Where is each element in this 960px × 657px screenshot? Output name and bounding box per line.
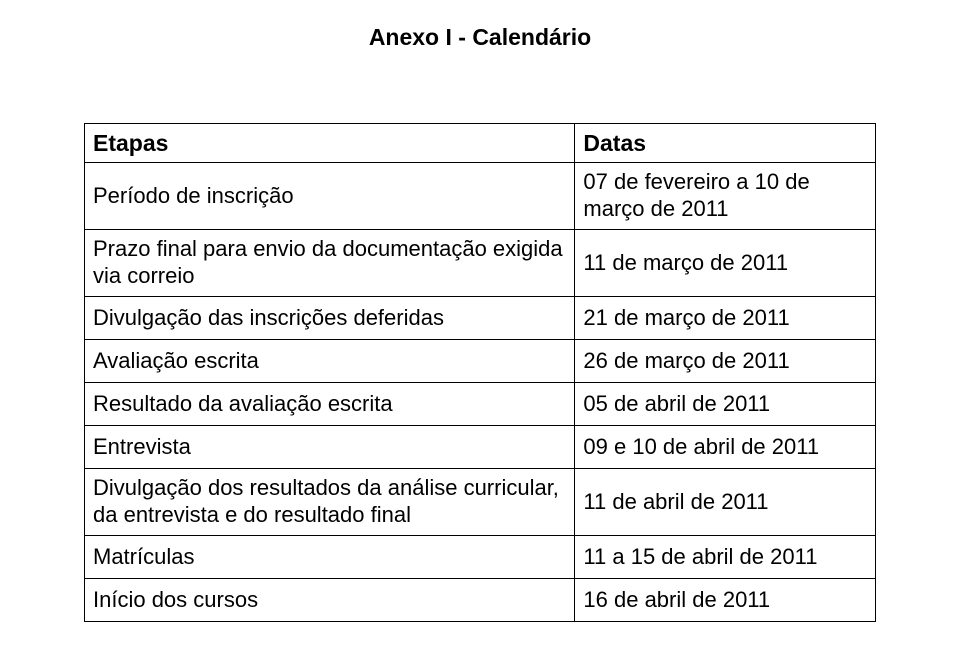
cell-right: 11 de março de 2011 xyxy=(575,230,876,297)
header-datas: Datas xyxy=(575,124,876,163)
table-header-row: Etapas Datas xyxy=(85,124,876,163)
cell-left: Prazo final para envio da documentação e… xyxy=(85,230,575,297)
cell-left: Divulgação dos resultados da análise cur… xyxy=(85,469,575,536)
table-row: Início dos cursos 16 de abril de 2011 xyxy=(85,579,876,622)
table-row: Resultado da avaliação escrita 05 de abr… xyxy=(85,383,876,426)
table-row: Prazo final para envio da documentação e… xyxy=(85,230,876,297)
table-row: Entrevista 09 e 10 de abril de 2011 xyxy=(85,426,876,469)
cell-right: 11 de abril de 2011 xyxy=(575,469,876,536)
cell-left: Início dos cursos xyxy=(85,579,575,622)
cell-left: Matrículas xyxy=(85,536,575,579)
table-row: Matrículas 11 a 15 de abril de 2011 xyxy=(85,536,876,579)
table-row: Avaliação escrita 26 de março de 2011 xyxy=(85,340,876,383)
cell-right: 07 de fevereiro a 10 de março de 2011 xyxy=(575,163,876,230)
cell-left: Entrevista xyxy=(85,426,575,469)
cell-left: Período de inscrição xyxy=(85,163,575,230)
document-page: { "title": "Anexo I - Calendário", "tabl… xyxy=(0,0,960,657)
cell-right: 21 de março de 2011 xyxy=(575,297,876,340)
cell-left: Avaliação escrita xyxy=(85,340,575,383)
table-row: Período de inscrição 07 de fevereiro a 1… xyxy=(85,163,876,230)
cell-left: Resultado da avaliação escrita xyxy=(85,383,575,426)
calendar-table: Etapas Datas Período de inscrição 07 de … xyxy=(84,123,876,622)
cell-right: 26 de março de 2011 xyxy=(575,340,876,383)
cell-right: 05 de abril de 2011 xyxy=(575,383,876,426)
cell-left: Divulgação das inscrições deferidas xyxy=(85,297,575,340)
table-row: Divulgação das inscrições deferidas 21 d… xyxy=(85,297,876,340)
cell-right: 11 a 15 de abril de 2011 xyxy=(575,536,876,579)
table-row: Divulgação dos resultados da análise cur… xyxy=(85,469,876,536)
page-title: Anexo I - Calendário xyxy=(84,24,876,51)
header-etapas: Etapas xyxy=(85,124,575,163)
cell-right: 09 e 10 de abril de 2011 xyxy=(575,426,876,469)
cell-right: 16 de abril de 2011 xyxy=(575,579,876,622)
